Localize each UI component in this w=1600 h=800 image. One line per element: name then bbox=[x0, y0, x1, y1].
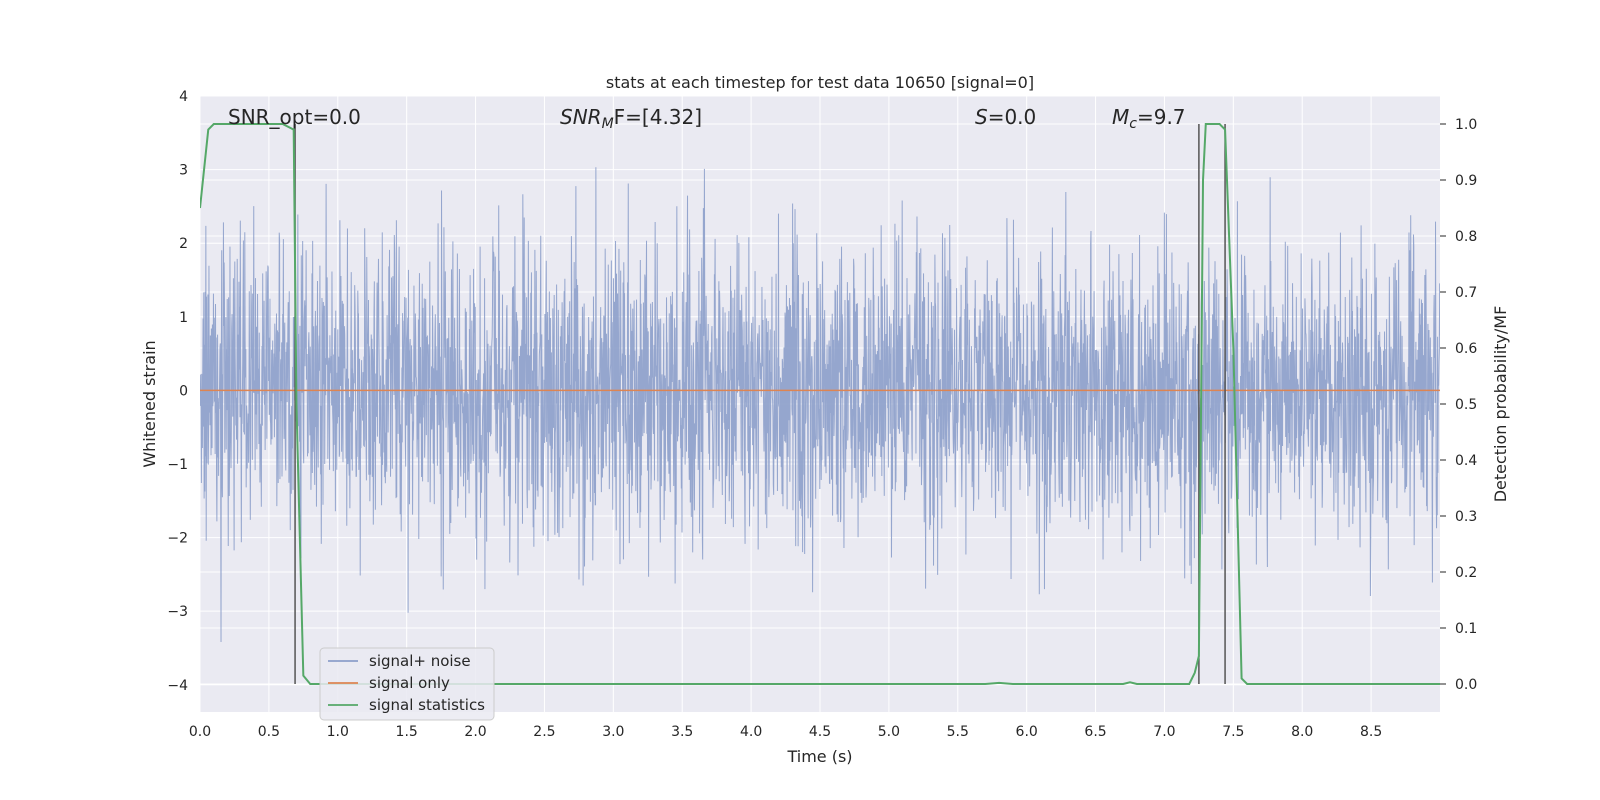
x-tick-label: 4.0 bbox=[740, 724, 762, 740]
annotation-mc: Mc=9.7 bbox=[1112, 105, 1186, 132]
mc-sub: c bbox=[1129, 116, 1137, 132]
annotation-snr-opt: SNR_opt=0.0 bbox=[228, 105, 361, 129]
x-tick-label: 2.0 bbox=[464, 724, 486, 740]
signal-statistics-line bbox=[200, 123, 1440, 685]
x-tick-labels: 0.0 0.5 1.0 1.5 2.0 2.5 3.0 3.5 4.0 4.5 5.0 5.5 6.0 6… bbox=[189, 724, 1382, 740]
right-y-tick-label: 0.1 bbox=[1455, 621, 1477, 637]
x-tick-label: 1.5 bbox=[396, 724, 418, 740]
s-tail: =0.0 bbox=[988, 105, 1037, 129]
right-y-tick-label: 0.4 bbox=[1455, 453, 1477, 469]
x-tick-label: 0.5 bbox=[258, 724, 280, 740]
left-y-tick-label: 3 bbox=[179, 163, 188, 179]
left-y-tick-label: 2 bbox=[179, 236, 188, 252]
annotation-snr-mf: SNRMF=[4.32] bbox=[560, 105, 702, 132]
x-tick-label: 2.5 bbox=[533, 724, 555, 740]
legend-label-signal-statistics: signal statistics bbox=[369, 696, 485, 714]
x-tick-label: 3.0 bbox=[602, 724, 624, 740]
annotation-s: S=0.0 bbox=[975, 105, 1036, 129]
x-tick-label: 1.0 bbox=[327, 724, 349, 740]
left-y-tick-label: 0 bbox=[179, 383, 188, 399]
x-tick-label: 8.0 bbox=[1291, 724, 1313, 740]
snr-mf-sub: M bbox=[602, 116, 614, 132]
x-tick-label: 7.0 bbox=[1153, 724, 1175, 740]
snr-mf-tail: F=[4.32] bbox=[614, 105, 702, 129]
right-y-tick-label: 0.2 bbox=[1455, 565, 1477, 581]
legend-box bbox=[319, 647, 495, 721]
legend-label-signal-only: signal only bbox=[369, 674, 450, 692]
left-y-tick-label: 1 bbox=[179, 310, 188, 326]
right-y-tick-label: 0.3 bbox=[1455, 509, 1477, 525]
legend: signal+ noise signal only signal statist… bbox=[319, 647, 495, 721]
x-tick-label: 5.5 bbox=[947, 724, 969, 740]
right-y-tick-label: 0.7 bbox=[1455, 285, 1477, 301]
y-axis-label-right: Detection probability/MF bbox=[1491, 306, 1510, 503]
left-y-tick-label: −4 bbox=[167, 678, 188, 694]
y-axis-label-left: Whitened strain bbox=[140, 340, 159, 467]
left-y-tick-label: 4 bbox=[179, 89, 188, 105]
x-tick-label: 6.5 bbox=[1084, 724, 1106, 740]
left-y-tick-label: −2 bbox=[167, 531, 188, 547]
x-tick-label: 8.5 bbox=[1360, 724, 1382, 740]
right-y-tick-label: 0.5 bbox=[1455, 397, 1477, 413]
x-axis-label: Time (s) bbox=[786, 747, 852, 766]
right-y-tick-labels: 0.0 0.1 0.2 0.3 0.4 0.5 0.6 0.7 0.8 0.9 1.0 bbox=[1455, 117, 1477, 693]
snr-mf-main: SNR bbox=[560, 105, 602, 129]
right-y-tick-label: 0.6 bbox=[1455, 341, 1477, 357]
mc-tail: =9.7 bbox=[1137, 105, 1186, 129]
right-y-tick-label: 0.8 bbox=[1455, 229, 1477, 245]
right-y-tick-label: 1.0 bbox=[1455, 117, 1477, 133]
right-y-tick-label: 0.9 bbox=[1455, 173, 1477, 189]
legend-label-signal-noise: signal+ noise bbox=[369, 652, 471, 670]
chart-title: stats at each timestep for test data 106… bbox=[606, 73, 1034, 92]
right-y-tick-label: 0.0 bbox=[1455, 677, 1477, 693]
x-tick-label: 7.5 bbox=[1222, 724, 1244, 740]
x-tick-label: 5.0 bbox=[878, 724, 900, 740]
x-tick-label: 0.0 bbox=[189, 724, 211, 740]
x-tick-label: 4.5 bbox=[809, 724, 831, 740]
x-tick-label: 6.0 bbox=[1016, 724, 1038, 740]
left-y-tick-labels: −4 −3 −2 −1 0 1 2 3 4 bbox=[167, 89, 188, 694]
x-tick-label: 3.5 bbox=[671, 724, 693, 740]
left-y-tick-label: −1 bbox=[167, 457, 188, 473]
left-y-tick-label: −3 bbox=[167, 604, 188, 620]
s-main: S bbox=[975, 105, 988, 129]
mc-main: M bbox=[1112, 105, 1129, 129]
